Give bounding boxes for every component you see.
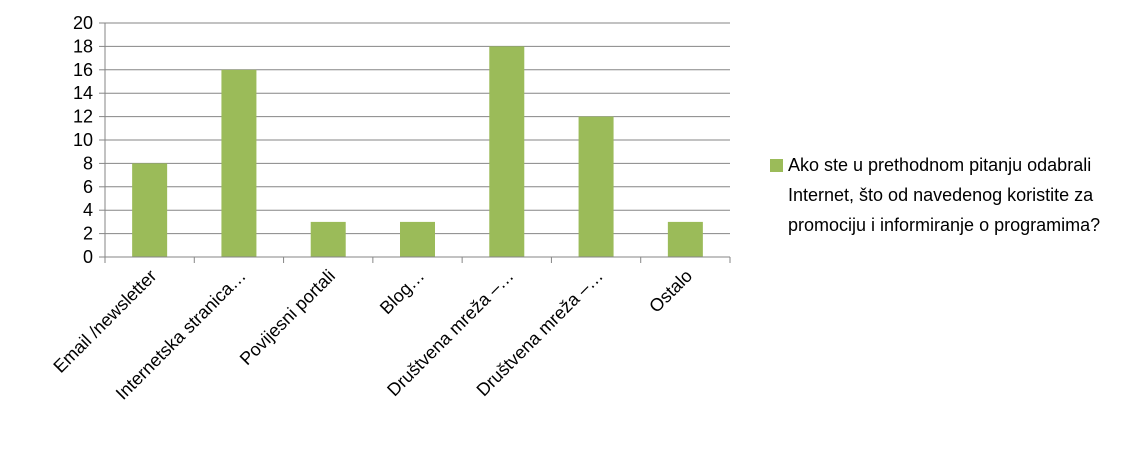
bar [310, 221, 346, 257]
y-tick-label: 4 [83, 200, 93, 220]
y-tick-label: 16 [73, 60, 93, 80]
bar [667, 221, 703, 257]
legend-swatch [770, 159, 783, 172]
bar [400, 221, 435, 257]
x-category-label: Ostalo [645, 266, 696, 317]
bar [221, 69, 257, 257]
y-tick-label: 18 [73, 36, 93, 56]
y-tick-label: 6 [83, 177, 93, 197]
x-category-label: Blog… [376, 266, 428, 318]
bar [578, 116, 614, 257]
y-tick-label: 8 [83, 153, 93, 173]
legend-label: Ako ste u prethodnom pitanju odabrali In… [788, 155, 1101, 235]
bars [132, 46, 703, 258]
legend: Ako ste u prethodnom pitanju odabrali In… [770, 150, 1110, 240]
y-tick-label: 0 [83, 247, 93, 267]
bar [489, 46, 525, 258]
y-tick-label: 2 [83, 224, 93, 244]
y-axis-ticks: 0 2 4 6 8 10 12 14 16 18 20 [73, 13, 105, 267]
y-tick-label: 14 [73, 83, 93, 103]
y-tick-label: 10 [73, 130, 93, 150]
x-category-label: Povijesni portali [236, 266, 339, 369]
y-tick-label: 12 [73, 107, 93, 127]
y-tick-label: 20 [73, 13, 93, 33]
gridlines [105, 22, 730, 235]
bar [132, 163, 168, 257]
x-axis [104, 23, 731, 263]
